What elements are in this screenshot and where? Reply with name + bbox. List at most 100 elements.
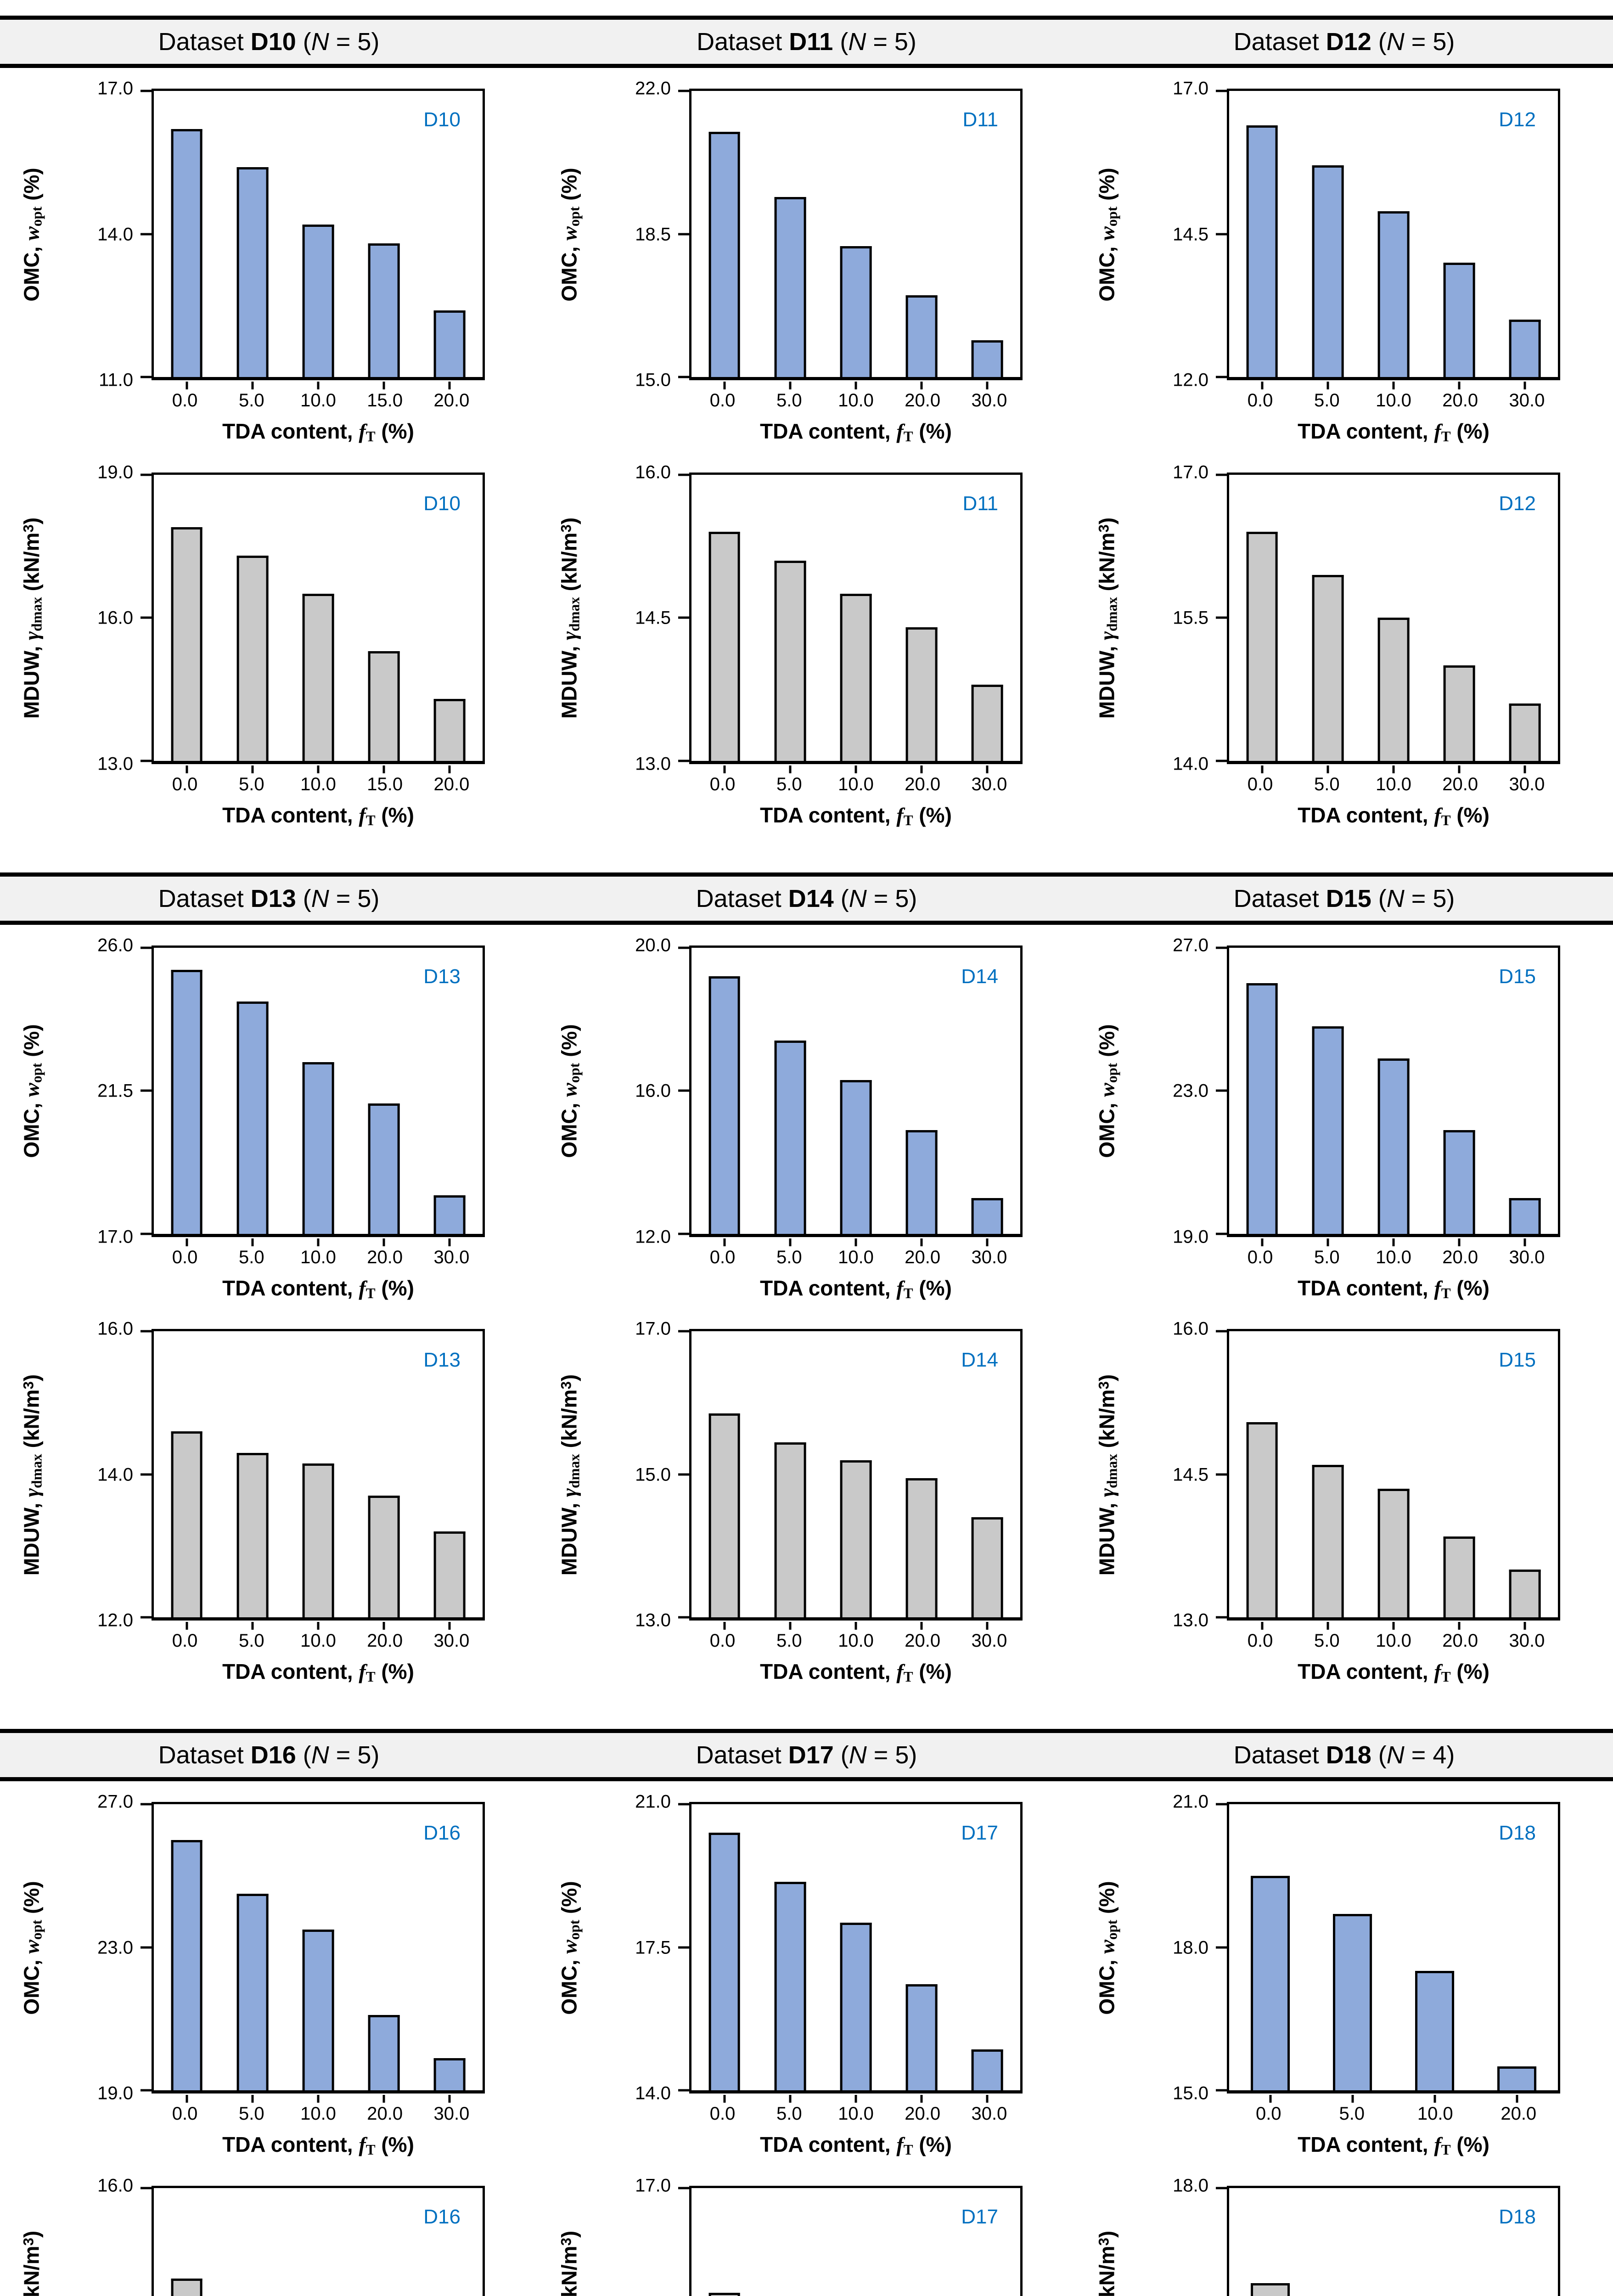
x-tick-label: 20.0 <box>905 1247 941 1267</box>
math-subscript: T <box>365 812 376 828</box>
math-subscript: opt <box>28 206 45 226</box>
n-symbol: N <box>311 1741 329 1769</box>
y-axis-label: OMC, wopt (%) <box>1095 1024 1120 1158</box>
x-tick-label: 30.0 <box>971 1247 1007 1267</box>
panel-label: D10 <box>423 108 461 131</box>
x-tick-mark <box>723 382 726 389</box>
dataset-header-title: Dataset D12 (N = 5) <box>1233 28 1455 56</box>
x-tick-label: 5.0 <box>238 774 264 794</box>
x-tick-mark <box>382 2095 385 2103</box>
bar <box>905 1478 938 1618</box>
x-tick-label: 10.0 <box>1376 774 1411 794</box>
x-tick-mark <box>382 382 385 389</box>
y-tick-mark <box>678 760 689 762</box>
x-tick-label: 5.0 <box>238 1631 264 1651</box>
chart-panel-D14-omc: OMC, wopt (%) 12.0 16.0 20.0 D14 0.0 5.0 10.0 20… <box>538 925 1075 1302</box>
math-superscript: 3 <box>558 524 574 533</box>
y-tick-mark <box>678 1473 689 1476</box>
x-axis-label: TDA content, fT (%) <box>222 803 414 828</box>
bar <box>774 197 806 377</box>
y-axis-label: MDUW, γdmax (kN/m3) <box>19 2231 44 2296</box>
x-tick-label: 0.0 <box>172 390 198 411</box>
y-axis-label: MDUW, γdmax (kN/m3) <box>19 1374 45 1576</box>
x-tick-label: 10.0 <box>838 1631 874 1651</box>
math-superscript: 3 <box>20 2238 37 2246</box>
chart-panel-D15-mduw: MDUW, γdmax (kN/m3) 13.0 14.5 16.0 D15 0.0 5.0… <box>1075 1301 1613 1685</box>
plot-area: D15 <box>1216 1329 1560 1630</box>
y-tick-label: 17.5 <box>635 1937 671 1958</box>
dataset-group-header: Dataset D10 (N = 5) Dataset D11 (N = 5) Da… <box>0 16 1613 68</box>
x-tick-mark <box>1516 2095 1518 2103</box>
y-tick-mark <box>1216 2187 1227 2189</box>
math-symbol: f <box>896 420 904 443</box>
math-symbol: γ <box>20 631 44 641</box>
x-tick-mark <box>1261 765 1264 773</box>
x-tick-label: 20.0 <box>1442 1247 1478 1267</box>
plot-area: D15 <box>1216 945 1560 1246</box>
dataset-header-title: Dataset D17 (N = 5) <box>696 1741 917 1769</box>
math-symbol: f <box>359 803 366 827</box>
math-subscript: T <box>1441 812 1451 828</box>
y-tick-label: 19.0 <box>97 2083 133 2104</box>
bar <box>236 1893 269 2090</box>
chart-panel-D11-mduw: MDUW, γdmax (kN/m3) 13.0 14.5 16.0 D11 0.0 5.0… <box>538 445 1075 829</box>
math-symbol: w <box>1095 226 1119 241</box>
y-tick-mark <box>1216 1616 1227 1619</box>
math-symbol: f <box>1434 1660 1441 1684</box>
chart-panel-D11-omc: OMC, wopt (%) 15.0 18.5 22.0 D11 0.0 5.0 10.0 20… <box>538 68 1075 445</box>
dataset-name: D12 <box>1326 28 1371 56</box>
bar <box>1246 983 1278 1234</box>
panel-label: D14 <box>961 965 998 988</box>
math-symbol: w <box>557 1083 581 1097</box>
n-symbol: N <box>849 1741 867 1769</box>
y-tick-label: 23.0 <box>97 1937 133 1958</box>
y-tick-label: 19.0 <box>1173 1227 1208 1247</box>
y-axis-label: OMC, wopt (%) <box>557 167 583 302</box>
x-tick-mark <box>986 382 989 389</box>
panel-label: D12 <box>1499 108 1536 131</box>
bar <box>434 1195 466 1234</box>
bar <box>368 651 400 761</box>
y-axis-label: OMC, wopt (%) <box>557 1880 583 2015</box>
x-tick-mark <box>854 765 857 773</box>
x-tick-label: 5.0 <box>238 1247 264 1267</box>
panel-label: D12 <box>1499 492 1536 515</box>
y-axis-label: OMC, wopt (%) <box>19 167 45 302</box>
y-tick-label: 12.0 <box>1173 370 1208 390</box>
x-tick-label: 30.0 <box>971 2104 1007 2124</box>
x-tick-label: 0.0 <box>1255 2104 1281 2124</box>
x-tick-label: 5.0 <box>238 390 264 411</box>
x-tick-label: 10.0 <box>300 390 336 411</box>
x-tick-mark <box>185 765 188 773</box>
math-superscript: 3 <box>558 2238 574 2246</box>
chart-panel-D10-mduw: MDUW, γdmax (kN/m3) 13.0 16.0 19.0 D10 0.0 5.0… <box>0 445 538 829</box>
x-tick-mark <box>789 765 792 773</box>
x-tick-label: 10.0 <box>1417 2104 1453 2124</box>
math-symbol: γ <box>557 631 581 641</box>
bar <box>972 340 1003 377</box>
x-tick-label: 0.0 <box>709 390 736 411</box>
y-tick-label: 16.0 <box>97 1318 133 1339</box>
y-tick-label: 12.0 <box>635 1227 671 1247</box>
math-subscript: dmax <box>1104 597 1120 632</box>
x-tick-mark <box>920 1238 923 1246</box>
y-tick-mark <box>141 2187 152 2189</box>
bar <box>1443 665 1475 761</box>
bar <box>708 2293 740 2296</box>
y-tick-label: 14.5 <box>1173 1464 1208 1485</box>
math-subscript: opt <box>566 1919 583 1940</box>
math-symbol: f <box>1434 420 1441 443</box>
omc-chart-row: OMC, wopt (%) 17.0 21.5 26.0 D13 0.0 5.0 10.0 20… <box>0 925 1613 1302</box>
bar <box>236 556 269 761</box>
dataset-group-header: Dataset D16 (N = 5) Dataset D17 (N = 5) Da… <box>0 1729 1613 1781</box>
math-superscript: 3 <box>20 1381 37 1390</box>
math-subscript: opt <box>1104 1063 1120 1083</box>
x-tick-label: 10.0 <box>300 2104 336 2124</box>
dataset-name: D13 <box>250 884 296 912</box>
y-tick-mark <box>678 1946 689 1948</box>
y-tick-label: 27.0 <box>97 1791 133 1812</box>
bar <box>905 1130 938 1234</box>
y-tick-label: 19.0 <box>97 462 133 483</box>
bar <box>171 129 202 377</box>
y-tick-label: 14.0 <box>1173 754 1208 774</box>
